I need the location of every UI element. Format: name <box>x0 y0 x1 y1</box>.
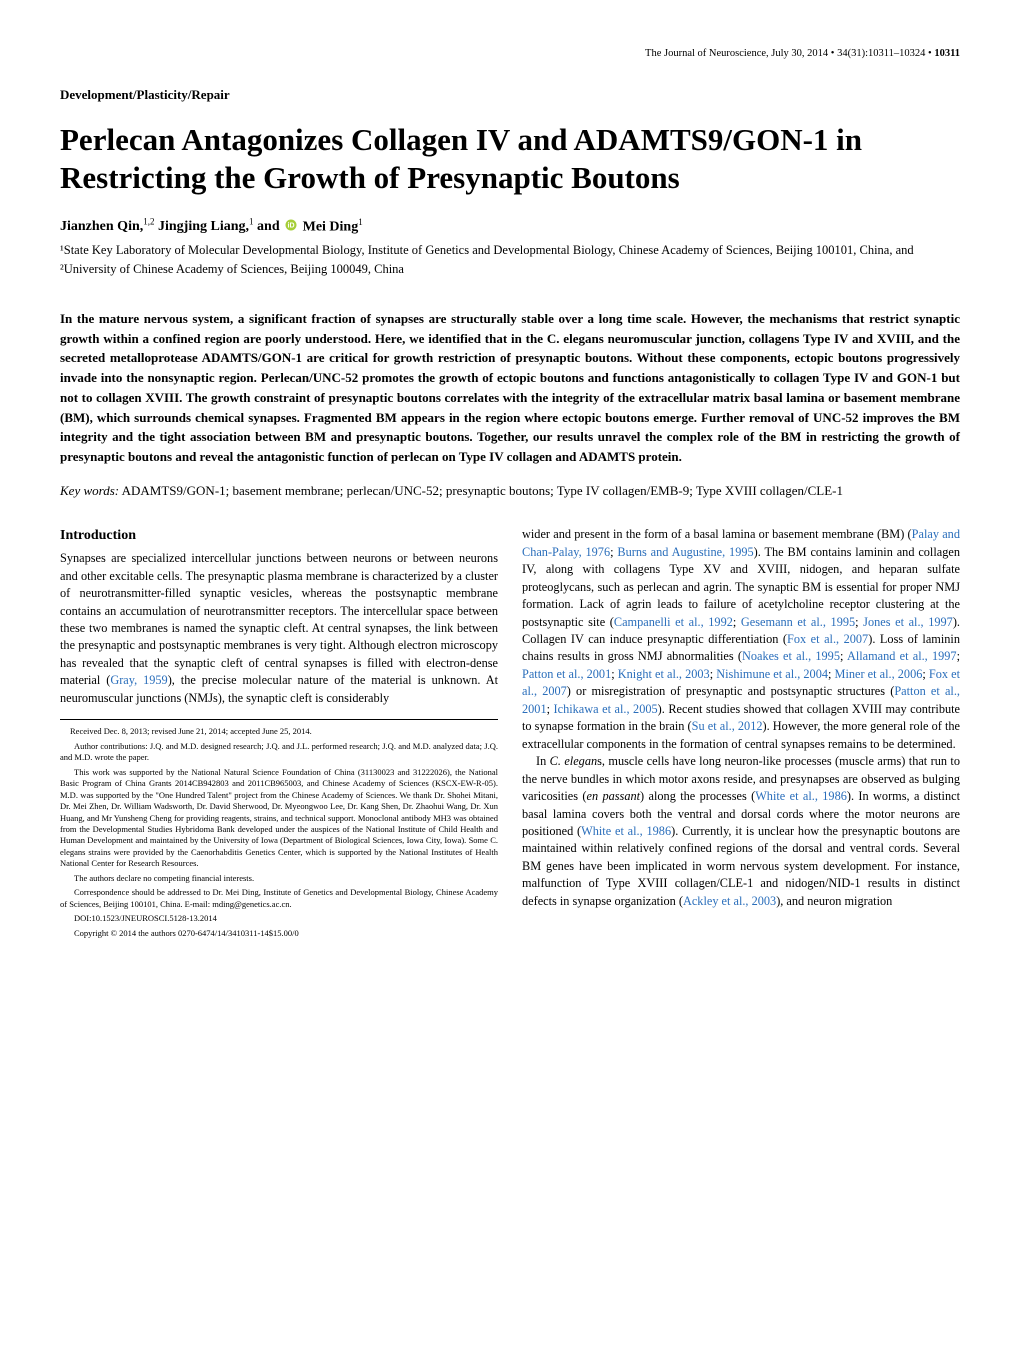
right-paragraph-2: In C. elegans, muscle cells have long ne… <box>522 753 960 910</box>
ref-patton: Patton et al., 2001 <box>522 667 611 681</box>
ref-nishimune: Nishimune et al., 2004 <box>716 667 828 681</box>
article-title: Perlecan Antagonizes Collagen IV and ADA… <box>60 121 960 197</box>
journal-name: The Journal of Neuroscience, July 30, 20… <box>645 48 828 59</box>
right-column: wider and present in the form of a basal… <box>522 526 960 942</box>
introduction-heading: Introduction <box>60 526 498 546</box>
ref-jones: Jones et al., 1997 <box>863 615 953 629</box>
authors-line: Jianzhen Qin,1,2 Jingjing Liang,1 and iD… <box>60 217 960 236</box>
intro-paragraph: Synapses are specialized intercellular j… <box>60 550 498 707</box>
left-column: Introduction Synapses are specialized in… <box>60 526 498 942</box>
ref-ackley: Ackley et al., 2003 <box>683 894 776 908</box>
right-paragraph-1: wider and present in the form of a basal… <box>522 526 960 753</box>
keywords-text: ADAMTS9/GON-1; basement membrane; perlec… <box>119 483 843 498</box>
footnote-funding: This work was supported by the National … <box>60 767 498 870</box>
body-columns: Introduction Synapses are specialized in… <box>60 526 960 942</box>
ref-fox: Fox et al., 2007 <box>787 632 868 646</box>
keywords: Key words: ADAMTS9/GON-1; basement membr… <box>60 481 960 501</box>
footnote-received: Received Dec. 8, 2013; revised June 21, … <box>60 726 498 737</box>
orcid-icon: iD <box>285 219 297 231</box>
ref-white: White et al., 1986 <box>755 789 847 803</box>
footnote-copyright: Copyright © 2014 the authors 0270-6474/1… <box>60 928 498 939</box>
running-head: The Journal of Neuroscience, July 30, 20… <box>60 48 960 59</box>
footnote-contributions: Author contributions: J.Q. and M.D. desi… <box>60 741 498 764</box>
affiliations: ¹State Key Laboratory of Molecular Devel… <box>60 241 960 279</box>
svg-text:iD: iD <box>288 223 295 230</box>
author-last: Mei Ding <box>303 219 359 234</box>
footnote-doi: DOI:10.1523/JNEUROSCI.5128-13.2014 <box>60 913 498 924</box>
ref-noakes: Noakes et al., 1995 <box>742 649 840 663</box>
volume-pages: 34(31):10311–10324 <box>837 48 925 59</box>
footnotes: Received Dec. 8, 2013; revised June 21, … <box>60 719 498 939</box>
footnote-correspondence: Correspondence should be addressed to Dr… <box>60 887 498 910</box>
ref-gray: Gray, 1959 <box>110 673 167 687</box>
ref-gesemann: Gesemann et al., 1995 <box>741 615 855 629</box>
abstract: In the mature nervous system, a signific… <box>60 309 960 467</box>
footnote-competing: The authors declare no competing financi… <box>60 873 498 884</box>
ref-su: Su et al., 2012 <box>692 719 763 733</box>
page-number: 10311 <box>934 48 960 59</box>
ref-white2: White et al., 1986 <box>581 824 671 838</box>
ref-ichikawa: Ichikawa et al., 2005 <box>554 702 658 716</box>
authors-first: Jianzhen Qin,1,2 Jingjing Liang,1 and <box>60 219 283 234</box>
ref-knight: Knight et al., 2003 <box>618 667 710 681</box>
ref-miner: Miner et al., 2006 <box>835 667 923 681</box>
ref-burns: Burns and Augustine, 1995 <box>617 545 753 559</box>
section-label: Development/Plasticity/Repair <box>60 87 960 103</box>
keywords-label: Key words: <box>60 483 119 498</box>
ref-allamand: Allamand et al., 1997 <box>847 649 957 663</box>
ref-campanelli: Campanelli et al., 1992 <box>614 615 733 629</box>
